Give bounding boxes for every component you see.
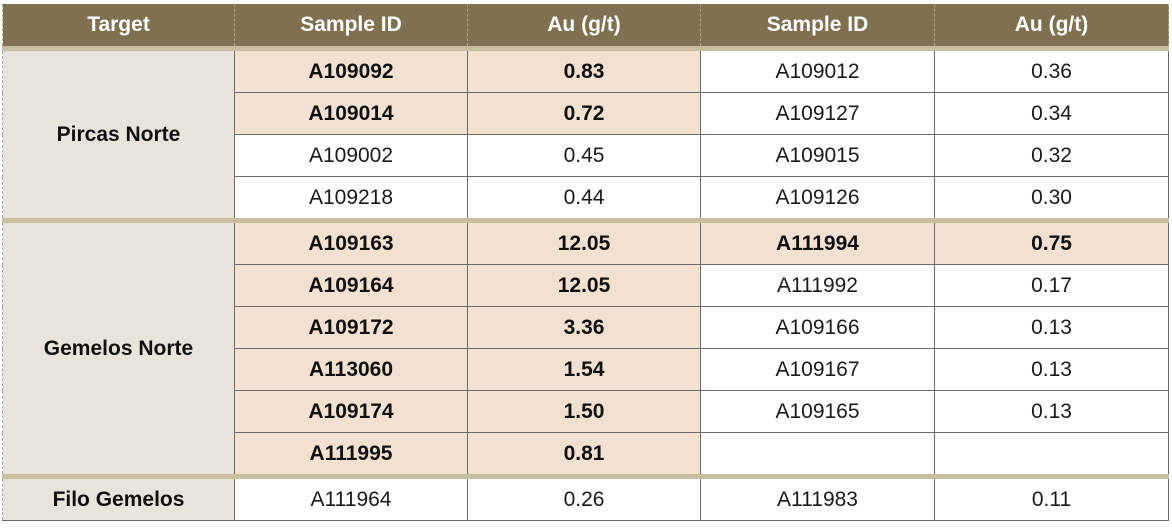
sample-id-cell: A111995 bbox=[234, 432, 468, 477]
sample-id-cell: A109014 bbox=[234, 92, 468, 135]
header-au-2: Au (g/t) bbox=[934, 4, 1169, 49]
table-row: A111995 0.81 bbox=[3, 432, 1169, 477]
empty-cell bbox=[700, 432, 935, 477]
au-value-cell: 0.30 bbox=[934, 176, 1169, 221]
au-value-cell: 12.05 bbox=[467, 218, 701, 265]
sample-id-cell: A111994 bbox=[700, 218, 935, 265]
target-cell: Gemelos Norte bbox=[2, 218, 235, 477]
empty-cell bbox=[934, 432, 1169, 477]
target-cell: Filo Gemelos bbox=[2, 474, 235, 521]
table-row: A109218 0.44 A109126 0.30 bbox=[3, 176, 1169, 221]
sample-id-cell: A111992 bbox=[700, 264, 935, 307]
sample-id-cell: A109126 bbox=[700, 176, 935, 221]
table-row: Filo Gemelos A111964 0.26 A111983 0.11 bbox=[2, 474, 1169, 521]
assay-results-table: Target Sample ID Au (g/t) Sample ID Au (… bbox=[2, 4, 1169, 521]
au-value-cell: 0.11 bbox=[934, 474, 1169, 521]
au-value-cell: 0.13 bbox=[934, 348, 1169, 391]
au-value-cell: 0.72 bbox=[467, 92, 701, 135]
au-value-cell: 0.17 bbox=[934, 264, 1169, 307]
table-row: A109172 3.36 A109166 0.13 bbox=[3, 306, 1169, 349]
au-value-cell: 0.75 bbox=[934, 218, 1169, 265]
table-header: Target Sample ID Au (g/t) Sample ID Au (… bbox=[2, 4, 1169, 49]
au-value-cell: 0.83 bbox=[467, 46, 701, 93]
header-target: Target bbox=[2, 4, 235, 49]
table-row: A109014 0.72 A109127 0.34 bbox=[3, 92, 1169, 135]
sample-id-cell: A111964 bbox=[234, 474, 468, 521]
sample-id-cell: A109015 bbox=[700, 134, 935, 177]
assay-results-table-container: Target Sample ID Au (g/t) Sample ID Au (… bbox=[0, 4, 1172, 531]
au-value-cell: 12.05 bbox=[467, 264, 701, 307]
au-value-cell: 0.44 bbox=[467, 176, 701, 221]
target-cell: Pircas Norte bbox=[2, 46, 235, 221]
au-value-cell: 0.34 bbox=[934, 92, 1169, 135]
table-row: A109164 12.05 A111992 0.17 bbox=[3, 264, 1169, 307]
sample-id-cell: A109218 bbox=[234, 176, 468, 221]
au-value-cell: 3.36 bbox=[467, 306, 701, 349]
au-value-cell: 0.45 bbox=[467, 134, 701, 177]
sample-id-cell: A111983 bbox=[700, 474, 935, 521]
sample-id-cell: A109164 bbox=[234, 264, 468, 307]
au-value-cell: 0.81 bbox=[467, 432, 701, 477]
table-body: Pircas Norte A109092 0.83 A109012 0.36 A10901… bbox=[2, 46, 1169, 521]
table-row: A109174 1.50 A109165 0.13 bbox=[3, 390, 1169, 433]
au-value-cell: 0.13 bbox=[934, 306, 1169, 349]
sample-id-cell: A109165 bbox=[700, 390, 935, 433]
table-row: Gemelos Norte A109163 12.05 A111994 0.75 bbox=[2, 218, 1169, 477]
sample-id-cell: A109092 bbox=[234, 46, 468, 93]
sample-id-cell: A109012 bbox=[700, 46, 935, 93]
header-au-1: Au (g/t) bbox=[467, 4, 701, 49]
au-value-cell: 0.26 bbox=[467, 474, 701, 521]
au-value-cell: 0.36 bbox=[934, 46, 1169, 93]
sample-id-cell: A109172 bbox=[234, 306, 468, 349]
header-sample-id-1: Sample ID bbox=[234, 4, 468, 49]
table-row: A113060 1.54 A109167 0.13 bbox=[3, 348, 1169, 391]
au-value-cell: 0.32 bbox=[934, 134, 1169, 177]
header-row: Target Sample ID Au (g/t) Sample ID Au (… bbox=[2, 4, 1169, 49]
header-sample-id-2: Sample ID bbox=[700, 4, 935, 49]
table-row: A109002 0.45 A109015 0.32 bbox=[3, 134, 1169, 177]
au-value-cell: 1.50 bbox=[467, 390, 701, 433]
sample-id-cell: A109167 bbox=[700, 348, 935, 391]
au-value-cell: 0.13 bbox=[934, 390, 1169, 433]
table-row: Pircas Norte A109092 0.83 A109012 0.36 bbox=[2, 46, 1169, 221]
sample-id-cell: A109166 bbox=[700, 306, 935, 349]
sample-id-cell: A109174 bbox=[234, 390, 468, 433]
au-value-cell: 1.54 bbox=[467, 348, 701, 391]
sample-id-cell: A109163 bbox=[234, 218, 468, 265]
sample-id-cell: A113060 bbox=[234, 348, 468, 391]
sample-id-cell: A109127 bbox=[700, 92, 935, 135]
sample-id-cell: A109002 bbox=[234, 134, 468, 177]
